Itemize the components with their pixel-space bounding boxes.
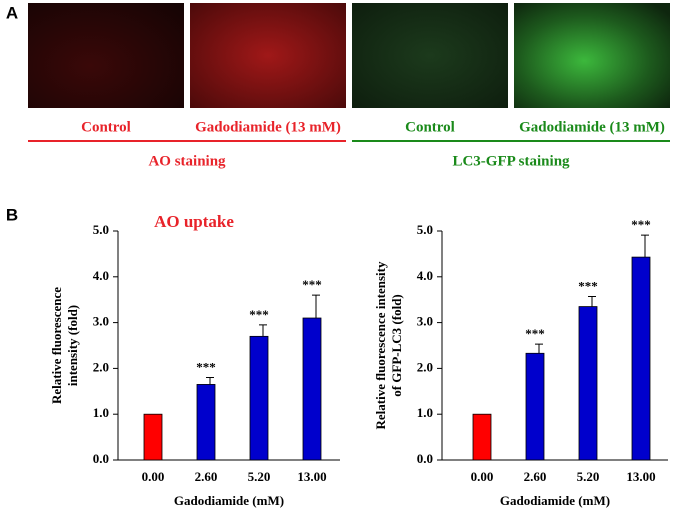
y-tick-label: 3.0 <box>93 314 109 329</box>
x-tick-label: 2.60 <box>524 469 547 484</box>
image-caption: Gadodiamide (13 mM) <box>519 119 665 135</box>
image-caption: Control <box>81 119 131 135</box>
significance: *** <box>631 217 651 232</box>
bar <box>472 413 492 461</box>
y-axis-label: Relative fluorescence intensity <box>373 261 388 429</box>
y-tick-label: 5.0 <box>417 222 433 237</box>
x-tick-label: 13.00 <box>626 469 655 484</box>
significance: *** <box>196 360 216 375</box>
x-tick-label: 5.20 <box>248 469 271 484</box>
image-caption: Gadodiamide (13 mM) <box>195 119 341 135</box>
bar <box>196 384 216 461</box>
error-bar <box>535 343 543 354</box>
bar <box>631 256 651 461</box>
y-axis-label: of GFP-LC3 (fold) <box>389 294 404 397</box>
bar <box>578 306 598 461</box>
significance: *** <box>249 307 269 322</box>
y-tick-label: 0.0 <box>93 451 109 466</box>
group-label: AO staining <box>148 153 226 169</box>
bar <box>143 413 163 461</box>
y-tick-label: 3.0 <box>417 314 433 329</box>
y-tick-label: 2.0 <box>93 359 109 374</box>
y-tick-label: 2.0 <box>417 359 433 374</box>
significance: *** <box>525 326 545 341</box>
bar <box>249 335 269 461</box>
panel-label: B <box>6 205 18 224</box>
y-tick-label: 4.0 <box>93 268 109 283</box>
error-bar <box>312 294 320 319</box>
micrograph <box>514 3 670 108</box>
y-tick-label: 0.0 <box>417 451 433 466</box>
panel-label: A <box>6 3 18 22</box>
bar <box>525 352 545 461</box>
y-tick-label: 1.0 <box>93 405 109 420</box>
error-bar <box>259 324 267 337</box>
group-label: LC3-GFP staining <box>452 153 570 169</box>
image-caption: Control <box>405 119 455 135</box>
x-tick-label: 2.60 <box>195 469 218 484</box>
micrograph <box>190 3 346 108</box>
y-tick-label: 4.0 <box>417 268 433 283</box>
micrograph <box>352 3 508 108</box>
x-tick-label: 0.00 <box>142 469 165 484</box>
error-bar <box>206 377 214 385</box>
y-axis-label: intensity (fold) <box>65 305 80 386</box>
error-bar <box>588 295 596 307</box>
y-tick-label: 5.0 <box>93 222 109 237</box>
x-axis-label: Gadodiamide (mM) <box>174 493 284 508</box>
significance: *** <box>578 278 598 293</box>
x-tick-label: 0.00 <box>471 469 494 484</box>
x-axis-label: Gadodiamide (mM) <box>500 493 610 508</box>
bar <box>302 317 322 461</box>
y-tick-label: 1.0 <box>417 405 433 420</box>
micrograph <box>28 3 184 108</box>
x-tick-label: 13.00 <box>297 469 326 484</box>
y-axis-label: Relative fluorescence <box>49 287 64 404</box>
significance: *** <box>302 277 322 292</box>
error-bar <box>641 234 649 258</box>
x-tick-label: 5.20 <box>577 469 600 484</box>
chart-title: AO uptake <box>154 212 234 231</box>
